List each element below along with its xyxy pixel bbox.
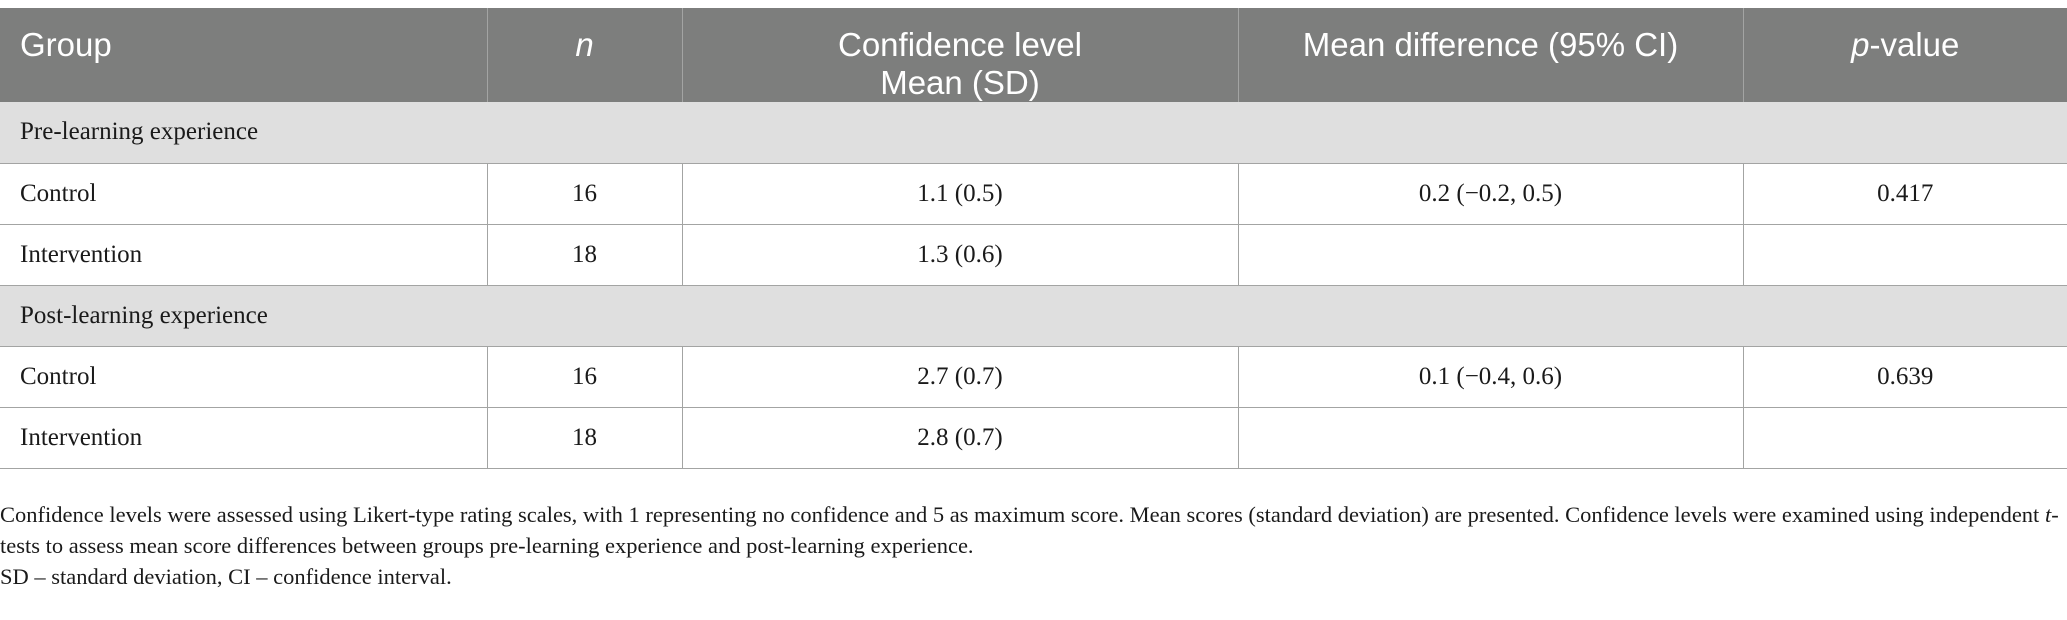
table-body: Pre-learning experience Control 16 1.1 (… (0, 102, 2067, 469)
cell-mean-difference (1237, 407, 1743, 469)
cell-p-value: 0.417 (1742, 163, 2067, 225)
cell-group: Intervention (0, 224, 487, 286)
cell-confidence: 2.7 (0.7) (681, 346, 1238, 408)
footnote-methods: Confidence levels were assessed using Li… (0, 499, 2060, 561)
header-p-value-italic: p (1851, 26, 1870, 63)
cell-n: 16 (486, 163, 682, 225)
section-row-post-learning: Post-learning experience (0, 285, 2067, 347)
cell-confidence: 2.8 (0.7) (681, 407, 1238, 469)
cell-confidence: 1.3 (0.6) (681, 224, 1238, 286)
header-confidence: Confidence level Mean (SD) (681, 8, 1238, 102)
table-row: Intervention 18 1.3 (0.6) (0, 224, 2067, 286)
header-group: Group (0, 8, 487, 102)
table-footnotes: Confidence levels were assessed using Li… (0, 499, 2060, 592)
header-row: Group n Confidence level Mean (SD) Mean d… (0, 8, 2067, 102)
header-n-label: n (575, 26, 594, 63)
results-table: Group n Confidence level Mean (SD) Mean d… (0, 8, 2067, 469)
cell-p-value (1742, 407, 2067, 469)
section-title: Pre-learning experience (0, 102, 2067, 164)
cell-mean-difference (1237, 224, 1743, 286)
cell-group: Control (0, 346, 487, 408)
table-row: Intervention 18 2.8 (0.7) (0, 407, 2067, 469)
cell-group: Intervention (0, 407, 487, 469)
section-row-pre-learning: Pre-learning experience (0, 102, 2067, 164)
cell-mean-difference: 0.1 (−0.4, 0.6) (1237, 346, 1743, 408)
header-mean-difference-label: Mean difference (95% CI) (1302, 26, 1679, 63)
cell-mean-difference: 0.2 (−0.2, 0.5) (1237, 163, 1743, 225)
section-title: Post-learning experience (0, 285, 2067, 347)
header-group-label: Group (20, 26, 112, 63)
table-row: Control 16 2.7 (0.7) 0.1 (−0.4, 0.6) 0.6… (0, 346, 2067, 408)
header-p-value: p-value (1742, 8, 2067, 102)
footnote-methods-italic: t (2044, 502, 2052, 527)
cell-p-value (1742, 224, 2067, 286)
footnote-methods-part2: -tests to assess mean score differences … (0, 502, 2059, 558)
cell-confidence: 1.1 (0.5) (681, 163, 1238, 225)
header-confidence-line1: Confidence level (838, 26, 1082, 63)
cell-n: 16 (486, 346, 682, 408)
header-confidence-line2: Mean (SD) (880, 64, 1040, 101)
results-table-container: Group n Confidence level Mean (SD) Mean d… (0, 8, 2067, 469)
header-mean-difference: Mean difference (95% CI) (1237, 8, 1743, 102)
cell-group: Control (0, 163, 487, 225)
table-header: Group n Confidence level Mean (SD) Mean d… (0, 8, 2067, 102)
footnote-abbreviations: SD – standard deviation, CI – confidence… (0, 564, 452, 589)
header-n: n (486, 8, 682, 102)
table-row: Control 16 1.1 (0.5) 0.2 (−0.2, 0.5) 0.4… (0, 163, 2067, 225)
cell-n: 18 (486, 224, 682, 286)
footnote-methods-part1: Confidence levels were assessed using Li… (0, 502, 2045, 527)
cell-n: 18 (486, 407, 682, 469)
cell-p-value: 0.639 (1742, 346, 2067, 408)
header-p-value-rest: -value (1869, 26, 1960, 63)
